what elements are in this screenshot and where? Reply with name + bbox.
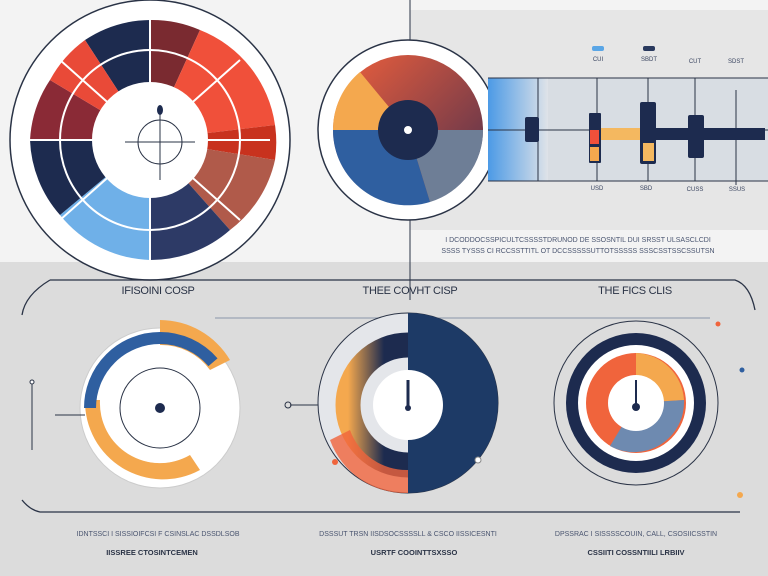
axis-tick: SSUS: [728, 187, 746, 193]
panel-subcaption: CSSIITI COSSNTIILI LRBIIV: [587, 548, 685, 557]
pie-chart: [317, 39, 499, 221]
segmented-donut-chart: [9, 0, 291, 281]
axis-tick: USD: [590, 186, 604, 192]
axis-tick: CUSS: [686, 187, 704, 193]
gauge-center: [284, 312, 499, 494]
panel-title: THE FICS CLIS: [598, 285, 672, 297]
panel-caption: DPSSRAC I SISSSSCOUIN, CALL, CSOSIICSSTI…: [554, 531, 718, 538]
timeline-chart: [488, 46, 768, 185]
chart-caption: I DCODDOCSSPICULTCSSSSTDRUNOD DE SSOSNTI…: [445, 237, 711, 244]
axis-label: CUT: [688, 59, 702, 65]
gauge-left: [55, 320, 241, 489]
panel-title: IFISOINI COSP: [121, 285, 195, 297]
axis-tick: SBD: [639, 186, 653, 192]
legend-label: SBDT: [640, 57, 658, 63]
chart-caption: SSSS TYSSS CI RCCSSTTITL OT DCCSSSSSUTTO…: [441, 248, 715, 255]
panel-title: THEE COVHT CISP: [362, 285, 458, 297]
axis-label: SDST: [727, 59, 745, 65]
legend-swatch-light: [592, 46, 604, 51]
panel-subcaption: USRTF COOINTTSXSSO: [370, 548, 458, 557]
legend-label: CUI: [592, 57, 604, 63]
panel-caption: DSSSUT TRSN IISDSOCSSSSLL & CSCO IISSICE…: [319, 531, 497, 538]
panel-caption: IDNTSSCI I SISSIOIFCSI F CSINSLAC DSSDLS…: [76, 531, 240, 538]
legend-swatch-dark: [643, 46, 655, 51]
panel-subcaption: IISSREE CTOSINTCEMEN: [106, 548, 198, 557]
gauge-right: [553, 320, 745, 498]
